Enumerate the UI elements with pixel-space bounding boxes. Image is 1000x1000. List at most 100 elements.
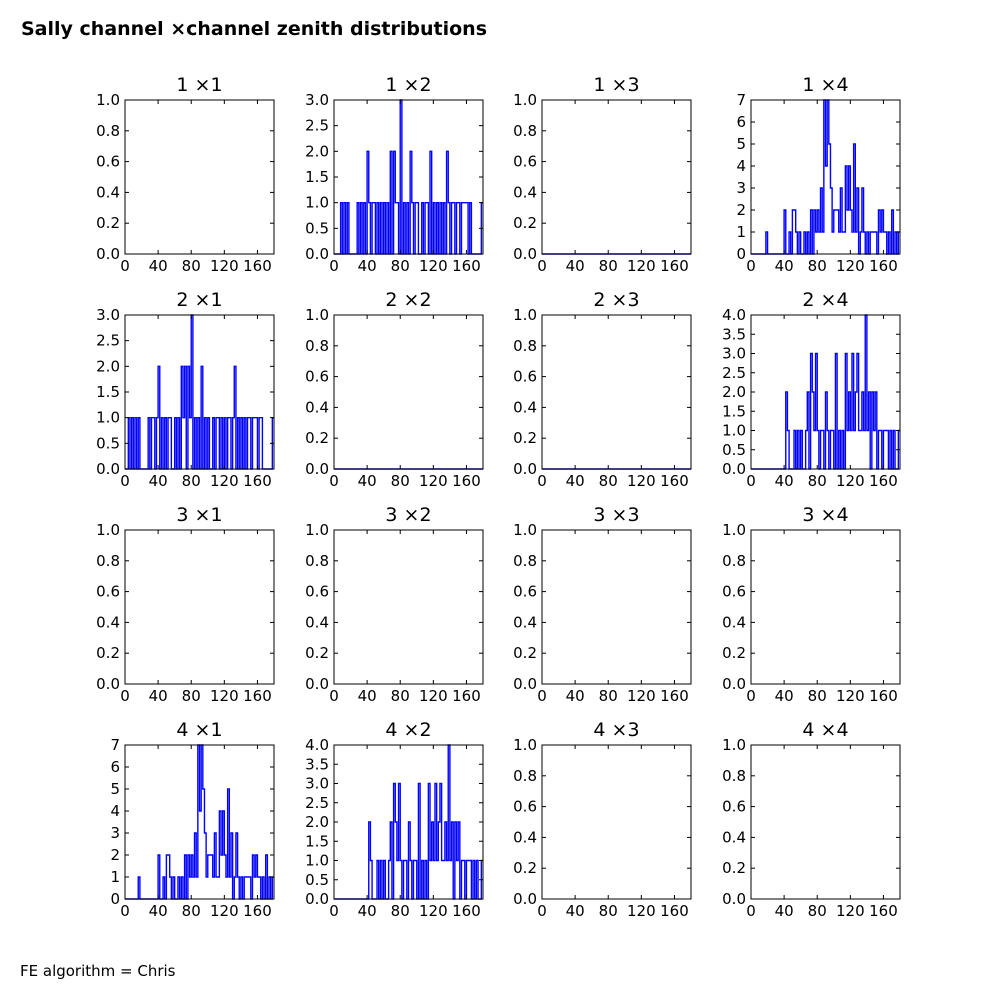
subplot-2-2: 2 ×2 0 40 80 120 160 0.0 0.2 0.4 0.6 0.8 1.0 <box>305 289 484 490</box>
x-tick-label: 160 <box>452 902 481 920</box>
axes-frame <box>124 99 275 255</box>
y-tick-label: 1.5 <box>305 168 329 186</box>
y-tick-label: 1.5 <box>722 402 746 420</box>
y-tick-label: 0.8 <box>722 552 746 570</box>
y-tick-label: 4 <box>736 157 746 175</box>
x-tick-label: 160 <box>243 472 272 490</box>
y-tick-label: 0.4 <box>722 828 746 846</box>
x-tick-label: 80 <box>599 257 618 275</box>
y-tick-label: 1.0 <box>513 521 537 539</box>
x-tick-label: 160 <box>243 687 272 705</box>
x-tick-label: 40 <box>358 472 377 490</box>
x-tick-label: 0 <box>329 472 339 490</box>
subplot-title: 4 ×3 <box>593 719 639 741</box>
y-tick-label: 5 <box>110 780 120 798</box>
y-tick-label: 0.8 <box>96 552 120 570</box>
y-tick-label: 0.0 <box>513 890 537 908</box>
x-tick-label: 120 <box>627 257 656 275</box>
x-tick-label: 80 <box>391 472 410 490</box>
subplot-title: 1 ×4 <box>802 74 848 96</box>
y-tick-label: 1.0 <box>305 852 329 870</box>
x-tick-label: 80 <box>391 687 410 705</box>
y-tick-label: 0.0 <box>96 675 120 693</box>
x-tick-label: 0 <box>746 472 756 490</box>
subplot-title: 2 ×1 <box>176 289 222 311</box>
x-tick-label: 80 <box>599 902 618 920</box>
x-tick-label: 160 <box>869 257 898 275</box>
x-tick-label: 80 <box>391 257 410 275</box>
subplot-4-2: 4 ×2 0 40 80 120 160 0.00.51.0 1.52.02.53.0 3.54… <box>305 719 484 920</box>
subplot-title: 3 ×1 <box>176 504 222 526</box>
y-tick-label: 2.0 <box>722 383 746 401</box>
y-tick-label: 1.0 <box>513 736 537 754</box>
y-tick-label: 2.5 <box>305 117 329 135</box>
y-tick-label: 6 <box>110 758 120 776</box>
y-tick-label: 2.0 <box>305 813 329 831</box>
series-line <box>125 314 274 470</box>
y-tick-label: 1.0 <box>722 736 746 754</box>
x-tick-label: 160 <box>660 257 689 275</box>
y-tick-label: 0.8 <box>305 337 329 355</box>
x-tick-label: 80 <box>391 902 410 920</box>
x-tick-label: 40 <box>149 687 168 705</box>
subplot-3-1: 3 ×1 0 40 80 120 160 0.0 0.2 0.4 0.6 0.8 1.0 <box>96 504 275 705</box>
x-tick-label: 80 <box>182 257 201 275</box>
y-tick-label: 0.0 <box>513 460 537 478</box>
y-tick-label: 0.0 <box>96 460 120 478</box>
x-tick-label: 40 <box>566 902 585 920</box>
y-tick-label: 0.8 <box>513 337 537 355</box>
y-tick-label: 3.0 <box>305 91 329 109</box>
y-tick-label: 3.0 <box>722 345 746 363</box>
x-tick-label: 0 <box>120 257 130 275</box>
x-tick-label: 40 <box>566 257 585 275</box>
x-tick-label: 160 <box>869 902 898 920</box>
subplot-title: 1 ×1 <box>176 74 222 96</box>
subplot-title: 3 ×2 <box>385 504 431 526</box>
y-tick-label: 0.4 <box>305 398 329 416</box>
x-tick-label: 160 <box>660 687 689 705</box>
y-tick-label: 0.6 <box>305 368 329 386</box>
x-tick-label: 0 <box>537 472 547 490</box>
y-tick-label: 0.2 <box>96 644 120 662</box>
x-tick-label: 120 <box>419 902 448 920</box>
subplot-title: 2 ×3 <box>593 289 639 311</box>
x-tick-label: 40 <box>358 902 377 920</box>
x-tick-label: 0 <box>537 902 547 920</box>
y-tick-label: 3.5 <box>305 755 329 773</box>
y-tick-label: 0.6 <box>96 583 120 601</box>
x-tick-label: 160 <box>660 902 689 920</box>
x-tick-label: 40 <box>358 687 377 705</box>
x-tick-label: 80 <box>808 902 827 920</box>
axes-frame <box>333 314 484 470</box>
y-tick-label: 7 <box>736 91 746 109</box>
y-tick-label: 2.5 <box>96 332 120 350</box>
subplot-2-1: 2 ×1 0 40 80 120 160 0.0 0.5 1.0 1.5 2.0 2.5 3.0 <box>96 289 275 490</box>
axes-frame <box>541 744 692 900</box>
subplot-title: 1 ×3 <box>593 74 639 96</box>
y-tick-label: 1.0 <box>722 521 746 539</box>
y-tick-label: 0.0 <box>305 675 329 693</box>
x-tick-label: 80 <box>182 902 201 920</box>
x-tick-label: 80 <box>599 687 618 705</box>
subplot-1-3: 1 ×3 0 40 80 120 160 0.0 0.2 0.4 0.6 0.8 1.0 <box>513 74 692 275</box>
subplot-title: 3 ×4 <box>802 504 848 526</box>
subplot-title: 2 ×2 <box>385 289 431 311</box>
y-tick-label: 1.0 <box>305 194 329 212</box>
y-tick-label: 0.2 <box>96 214 120 232</box>
y-tick-label: 0.8 <box>513 767 537 785</box>
y-tick-label: 0.0 <box>305 460 329 478</box>
y-tick-label: 5 <box>736 135 746 153</box>
x-tick-label: 160 <box>243 902 272 920</box>
subplot-2-4: 2 ×4 0 40 80 120 160 0.00.51.0 1.52.02.53.0 3.54… <box>722 289 901 490</box>
x-tick-label: 40 <box>358 257 377 275</box>
y-tick-label: 0.4 <box>513 828 537 846</box>
y-tick-label: 0.8 <box>513 552 537 570</box>
x-tick-label: 120 <box>419 257 448 275</box>
y-tick-label: 0.0 <box>305 245 329 263</box>
x-tick-label: 40 <box>775 257 794 275</box>
x-tick-label: 120 <box>836 472 865 490</box>
y-tick-label: 0.5 <box>722 441 746 459</box>
y-tick-label: 0.0 <box>305 890 329 908</box>
axes-frame <box>124 529 275 685</box>
x-tick-label: 0 <box>329 687 339 705</box>
